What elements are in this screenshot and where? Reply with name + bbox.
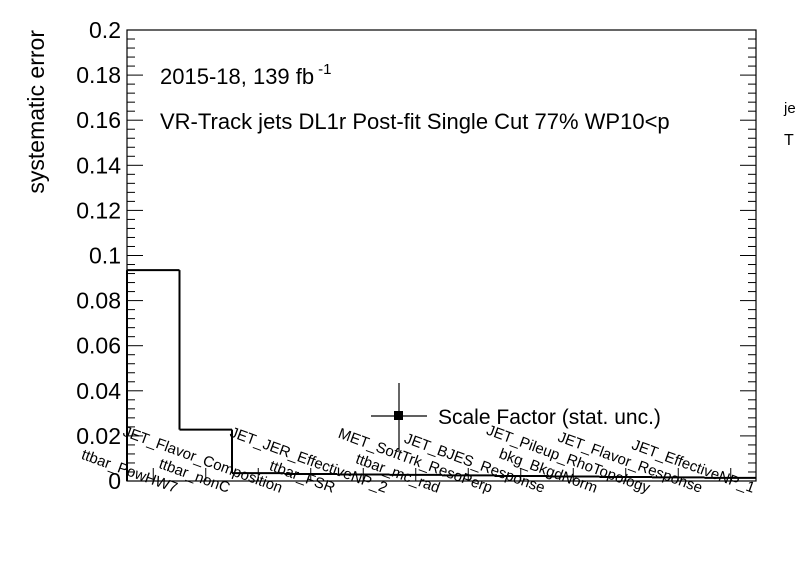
y-axis-label: systematic error bbox=[23, 30, 49, 194]
y-tick-label: 0.14 bbox=[76, 152, 121, 178]
y-tick-label: 0.08 bbox=[76, 288, 121, 314]
legend: Scale Factor (stat. unc.) bbox=[371, 383, 661, 451]
y-axis: 0 0.02 0.04 0.06 0.08 0.1 0.12 0.14 0.16 0.18 0.2 bbox=[76, 17, 756, 494]
y-tick-label: 0.1 bbox=[89, 243, 121, 269]
legend-marker bbox=[394, 411, 403, 420]
y-tick-label: 0.2 bbox=[89, 17, 121, 43]
y-tick-label: 0 bbox=[108, 468, 121, 494]
histogram bbox=[126, 269, 756, 481]
y-tick-label: 0.12 bbox=[76, 197, 121, 223]
clipped-subscript: T bbox=[784, 132, 794, 149]
y-tick-label: 0.18 bbox=[76, 62, 121, 88]
y-tick-label: 0.04 bbox=[76, 378, 121, 404]
clipped-superscript: je bbox=[783, 100, 796, 117]
y-tick-label: 0.06 bbox=[76, 333, 121, 359]
legend-label: Scale Factor (stat. unc.) bbox=[438, 406, 661, 429]
lumi-text: 2015-18, 139 fb bbox=[160, 64, 314, 89]
y-tick-label: 0.16 bbox=[76, 107, 121, 133]
y-tick-label: 0.02 bbox=[76, 423, 121, 449]
selection-label: VR-Track jets DL1r Post-fit Single Cut 7… bbox=[160, 109, 670, 134]
lumi-label: 2015-18, 139 fb -1 bbox=[160, 61, 331, 89]
lumi-exponent: -1 bbox=[318, 61, 331, 78]
x-axis: ttbar_PowHW7ttbar_nonCJET_Flavor_Composi… bbox=[79, 422, 757, 497]
